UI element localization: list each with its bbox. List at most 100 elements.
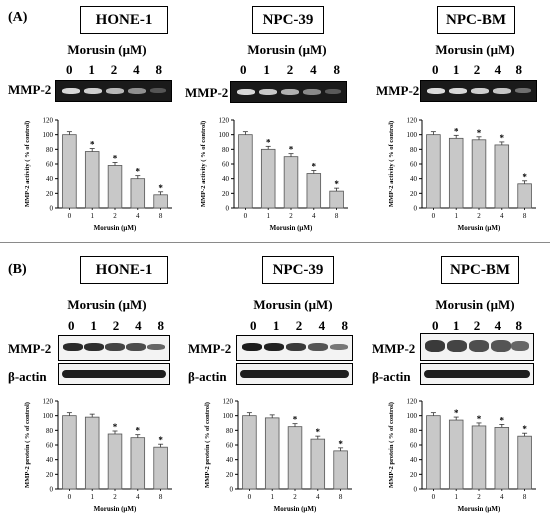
gel-band (84, 88, 102, 94)
y-axis-label: MMP-2 activity ( % of control) (24, 121, 31, 207)
gel-band (237, 89, 255, 95)
lane-label: 4 (135, 318, 142, 333)
x-tick-label: 8 (339, 493, 343, 501)
lane-label: 0 (432, 318, 439, 333)
blot-band (330, 344, 348, 350)
lane-labels-npc39-b: 0 1 2 4 8 (250, 318, 348, 334)
bar (107, 165, 123, 209)
actin-band (62, 370, 166, 378)
gel-band (325, 89, 341, 94)
blot-label-actin-hone1: β-actin (8, 369, 47, 384)
gel-band (150, 88, 166, 93)
cell-title-npc39-b: NPC-39 (262, 256, 334, 284)
significance-star: * (266, 137, 271, 147)
x-tick-label: 1 (266, 212, 270, 220)
bar (130, 178, 146, 209)
lane-labels-hone1-a: 0 1 2 4 8 (66, 62, 162, 78)
x-tick-label: 4 (136, 493, 140, 501)
y-tick-label: 60 (410, 442, 418, 450)
bar (283, 156, 299, 209)
y-tick-label: 80 (46, 146, 54, 154)
y-tick-label: 80 (226, 427, 234, 435)
lane-label: 4 (310, 62, 317, 77)
x-tick-label: 0 (68, 212, 72, 220)
panel-label-b: (B) (8, 262, 27, 277)
lane-label: 1 (272, 318, 280, 333)
zymography-blot-hone1 (55, 80, 172, 102)
y-tick-label: 120 (43, 398, 54, 406)
blot-band (84, 343, 104, 351)
y-tick-label: 100 (43, 131, 54, 139)
lane-labels-npcbm-b: 0 1 2 4 8 (432, 318, 522, 334)
y-tick-label: 120 (223, 398, 234, 406)
western-blot-mmp2-npcbm (420, 333, 534, 361)
lane-label: 4 (133, 62, 140, 77)
actin-band (240, 370, 349, 378)
bar (260, 148, 276, 209)
western-blot-actin-npcbm (420, 363, 534, 385)
treatment-header-hone1-b: Morusin (μM) (67, 297, 147, 312)
lane-label: 2 (112, 318, 120, 333)
blot-label-mmp2-npc39-a: MMP-2 (185, 85, 229, 100)
bar (62, 415, 77, 490)
x-tick-label: 8 (335, 212, 339, 220)
gel-band (493, 88, 511, 94)
y-tick-label: 20 (410, 190, 418, 198)
bar-chart-npc39-activity: MMP-2 activity ( % of control)0204060801… (200, 117, 348, 232)
lane-label: 8 (155, 62, 163, 77)
y-axis-label: MMP-2 activity ( % of control) (200, 121, 207, 207)
significance-star: * (500, 133, 505, 143)
significance-star: * (158, 183, 163, 193)
blot-label-mmp2-npcbm-a: MMP-2 (376, 83, 420, 98)
lane-label: 2 (473, 62, 481, 77)
lane-label: 1 (90, 318, 97, 333)
lane-labels-hone1-b: 0 1 2 4 8 (68, 318, 164, 334)
bar (471, 139, 487, 209)
y-tick-label: 40 (226, 456, 234, 464)
blot-band (308, 343, 328, 351)
bar (62, 134, 77, 209)
bar-chart-hone1-protein: MMP-2 protein ( % of control)02040608010… (24, 398, 172, 513)
treatment-header-npc39-a: Morusin (μM) (247, 42, 327, 57)
y-tick-label: 20 (46, 190, 54, 198)
blot-band (63, 343, 83, 351)
zymography-blot-npcbm (420, 80, 537, 102)
lane-label: 1 (263, 62, 270, 77)
blot-band (511, 341, 529, 351)
bar (494, 427, 510, 490)
significance-star: * (136, 167, 141, 177)
blot-band (286, 343, 306, 351)
blot-label-actin-npcbm: β-actin (372, 369, 411, 384)
lane-label: 1 (88, 62, 95, 77)
treatment-header-npcbm-b: Morusin (μM) (435, 297, 515, 312)
y-tick-label: 100 (43, 412, 54, 420)
y-tick-label: 80 (410, 146, 418, 154)
lane-label: 0 (66, 62, 73, 77)
blot-label-actin-npc39: β-actin (188, 369, 227, 384)
treatment-header-hone1-a: Morusin (μM) (67, 42, 147, 57)
lane-label: 2 (286, 62, 294, 77)
y-tick-label: 60 (46, 442, 54, 450)
x-tick-label: 0 (68, 493, 72, 501)
significance-star: * (316, 427, 321, 437)
bar (310, 438, 326, 490)
significance-star: * (113, 153, 118, 163)
bar (107, 433, 123, 490)
y-tick-label: 120 (407, 398, 418, 406)
y-tick-label: 80 (410, 427, 418, 435)
gel-band (62, 88, 80, 94)
x-tick-label: 1 (270, 493, 274, 501)
y-tick-label: 40 (410, 456, 418, 464)
lane-label: 0 (432, 62, 439, 77)
x-tick-label: 0 (432, 493, 436, 501)
x-tick-label: 1 (454, 212, 458, 220)
x-tick-label: 8 (523, 493, 527, 501)
bar (153, 194, 168, 209)
significance-star: * (500, 415, 505, 425)
y-tick-label: 120 (219, 117, 230, 125)
y-tick-label: 120 (407, 117, 418, 125)
y-tick-label: 40 (222, 175, 230, 183)
lane-label: 1 (452, 318, 460, 333)
bar (242, 415, 257, 490)
x-tick-label: 4 (500, 493, 504, 501)
